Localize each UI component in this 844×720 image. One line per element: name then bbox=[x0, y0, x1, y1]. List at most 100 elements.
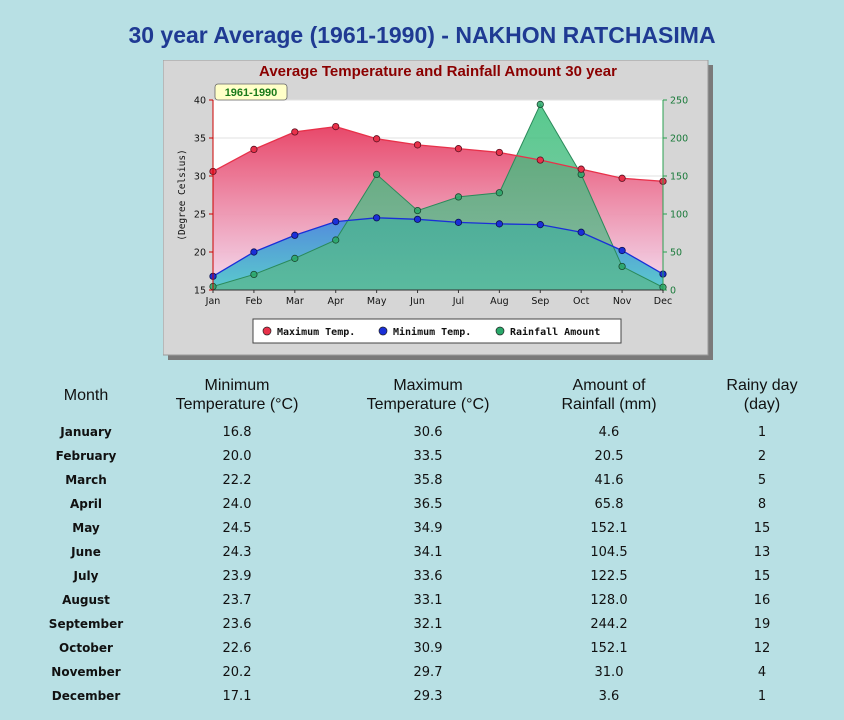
month-cell: September bbox=[48, 617, 124, 631]
y2-tick-label: 150 bbox=[670, 172, 688, 183]
value-cell: 1 bbox=[757, 424, 767, 440]
x-tick-label: Oct bbox=[573, 296, 590, 307]
value-cell: 24.0 bbox=[222, 496, 252, 512]
y-tick-label: 25 bbox=[194, 210, 206, 221]
value-cell: 41.6 bbox=[594, 472, 624, 488]
rainfall-point bbox=[454, 193, 463, 201]
table-row: August 23.7 33.1 128.0 16 bbox=[30, 588, 830, 612]
rainfall-point bbox=[291, 254, 299, 262]
max-temp-point bbox=[413, 141, 422, 149]
rainfall-point bbox=[413, 206, 422, 215]
x-tick-label: Jan bbox=[205, 296, 221, 307]
x-tick-label: Sep bbox=[531, 296, 549, 307]
value-cell: 30.6 bbox=[413, 424, 443, 440]
column-header-line: (day) bbox=[743, 396, 781, 413]
column-header-line: Maximum bbox=[393, 377, 463, 394]
legend-marker bbox=[495, 326, 505, 336]
value-cell: 34.1 bbox=[413, 544, 443, 560]
y-axis-label: (Degree Celsius) bbox=[177, 149, 188, 241]
value-cell: 16 bbox=[753, 592, 771, 608]
min-temp-point bbox=[250, 248, 258, 256]
min-temp-point bbox=[454, 218, 463, 226]
value-cell: 65.8 bbox=[594, 496, 624, 512]
min-temp-point bbox=[577, 228, 585, 236]
month-cell: July bbox=[73, 569, 99, 583]
rainfall-point bbox=[373, 170, 381, 179]
value-cell: 30.9 bbox=[413, 640, 443, 656]
legend-marker bbox=[378, 326, 388, 336]
max-temp-point bbox=[495, 148, 503, 157]
value-cell: 22.6 bbox=[222, 640, 252, 656]
y2-tick-label: 200 bbox=[670, 134, 688, 145]
value-cell: 22.2 bbox=[222, 472, 252, 488]
y2-tick-label: 50 bbox=[670, 248, 682, 259]
x-tick-label: Mar bbox=[286, 296, 304, 307]
column-header-line: Minimum bbox=[204, 377, 270, 394]
page-title: 30 year Average (1961-1990) - NAKHON RAT… bbox=[128, 22, 716, 48]
y-tick-label: 40 bbox=[194, 96, 206, 107]
value-cell: 152.1 bbox=[590, 520, 628, 536]
month-cell: August bbox=[62, 593, 110, 607]
y2-tick-label: 100 bbox=[670, 210, 688, 221]
table-row: July 23.9 33.6 122.5 15 bbox=[30, 564, 830, 588]
value-cell: 20.2 bbox=[222, 664, 252, 680]
value-cell: 3.6 bbox=[598, 688, 620, 704]
min-temp-point bbox=[332, 218, 340, 226]
value-cell: 32.1 bbox=[413, 616, 443, 632]
value-cell: 15 bbox=[753, 568, 771, 584]
table-row: November 20.2 29.7 31.0 4 bbox=[30, 660, 830, 684]
table-row: December 17.1 29.3 3.6 1 bbox=[30, 684, 830, 708]
value-cell: 33.1 bbox=[413, 592, 443, 608]
value-cell: 31.0 bbox=[594, 664, 624, 680]
value-cell: 33.5 bbox=[413, 448, 443, 464]
value-cell: 8 bbox=[757, 496, 767, 512]
x-tick-label: May bbox=[367, 296, 387, 307]
column-header: Month bbox=[30, 376, 142, 420]
climate-table: Month Minimum Temperature (°C) Maximum Tempe… bbox=[30, 376, 830, 708]
y2-tick-label: 0 bbox=[670, 286, 676, 297]
value-cell: 20.5 bbox=[594, 448, 624, 464]
value-cell: 17.1 bbox=[222, 688, 252, 704]
value-cell: 12 bbox=[753, 640, 771, 656]
max-temp-point bbox=[454, 145, 463, 153]
value-cell: 29.7 bbox=[413, 664, 443, 680]
value-cell: 2 bbox=[757, 448, 767, 464]
value-cell: 23.7 bbox=[222, 592, 252, 608]
max-temp-point bbox=[618, 174, 626, 182]
table-row: September 23.6 32.1 244.2 19 bbox=[30, 612, 830, 636]
max-temp-line bbox=[212, 125, 664, 182]
month-cell: December bbox=[51, 689, 121, 703]
legend-label: Minimum Temp. bbox=[393, 326, 471, 338]
min-temp-point bbox=[291, 231, 299, 239]
legend-box bbox=[252, 318, 622, 344]
month-cell: March bbox=[65, 473, 107, 487]
month-cell: February bbox=[55, 449, 117, 463]
column-header-line: Temperature (°C) bbox=[175, 396, 299, 413]
month-cell: November bbox=[51, 665, 121, 679]
max-temp-point bbox=[250, 145, 258, 154]
min-temp-point bbox=[413, 215, 422, 223]
column-header: Minimum Temperature (°C) bbox=[142, 376, 332, 420]
legend-label: Rainfall Amount bbox=[510, 326, 600, 338]
value-cell: 35.8 bbox=[413, 472, 443, 488]
rainfall-point bbox=[495, 189, 503, 197]
period-badge-text: 1961-1990 bbox=[225, 87, 278, 99]
value-cell: 1 bbox=[757, 688, 767, 704]
value-cell: 34.9 bbox=[413, 520, 443, 536]
column-header: Rainy day (day) bbox=[694, 376, 830, 420]
value-cell: 4 bbox=[757, 664, 767, 680]
value-cell: 5 bbox=[757, 472, 767, 488]
x-tick-label: Aug bbox=[490, 296, 509, 307]
legend-label: Maximum Temp. bbox=[277, 326, 355, 338]
value-cell: 104.5 bbox=[590, 544, 628, 560]
value-cell: 23.9 bbox=[222, 568, 252, 584]
x-tick-label: Apr bbox=[328, 296, 345, 307]
max-temp-point bbox=[577, 165, 585, 173]
table-row: February 20.0 33.5 20.5 2 bbox=[30, 444, 830, 468]
y-tick-label: 35 bbox=[194, 134, 206, 145]
legend-marker bbox=[262, 326, 272, 336]
column-header-line: Amount of bbox=[572, 377, 646, 394]
temperature-rainfall-chart: 15 20 25 30 35 40 0 50 100 150 200 250 Jan Feb Mar Apr M… bbox=[163, 60, 713, 360]
rainfall-point bbox=[332, 236, 340, 244]
value-cell: 19 bbox=[753, 616, 771, 632]
